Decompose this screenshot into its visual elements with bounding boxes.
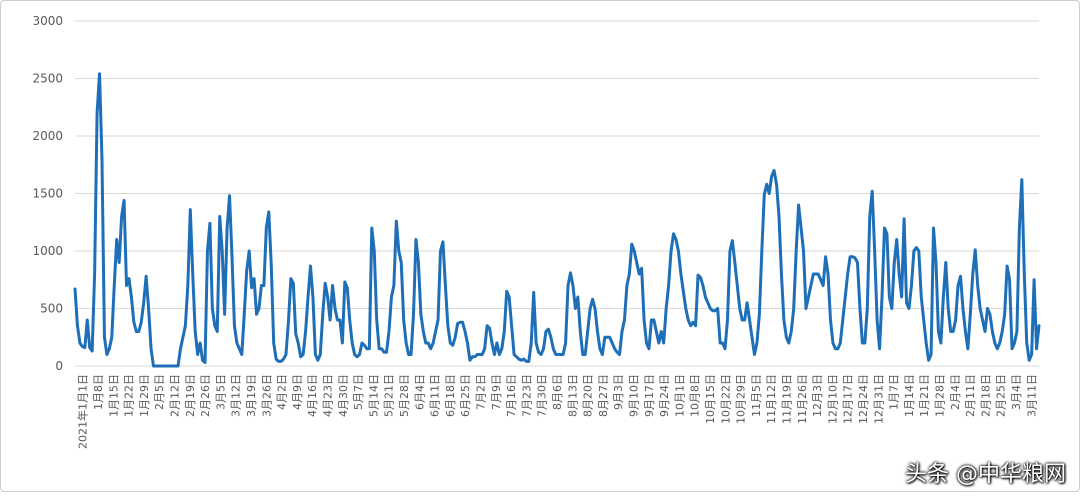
- x-tick-label: 1月21日: [918, 374, 931, 417]
- gridlines: [75, 20, 1039, 367]
- x-tick-label: 6月11日: [429, 374, 442, 417]
- x-tick-label: 9月17日: [643, 374, 656, 417]
- x-tick-label: 6月18日: [444, 374, 457, 417]
- x-tick-label: 8月13日: [566, 374, 579, 417]
- x-tick-label: 1月8日: [92, 374, 105, 410]
- x-tick-label: 1月29日: [138, 374, 151, 417]
- x-tick-label: 12月3日: [811, 374, 824, 417]
- x-tick-label: 9月24日: [658, 374, 671, 417]
- x-tick-label: 2月5日: [153, 374, 166, 410]
- x-tick-label: 9月10日: [628, 374, 641, 417]
- x-tick-label: 6月25日: [459, 374, 472, 417]
- x-tick-label: 7月9日: [490, 374, 503, 410]
- x-tick-label: 2月25日: [995, 374, 1008, 417]
- x-tick-label: 1月15日: [107, 374, 120, 417]
- x-tick-label: 4月30日: [337, 374, 350, 417]
- x-tick-label: 10月29日: [735, 374, 748, 424]
- x-tick-label: 7月23日: [520, 374, 533, 417]
- x-tick-label: 12月17日: [842, 374, 855, 424]
- x-tick-label: 4月9日: [291, 374, 304, 410]
- y-tick-label: 1500: [32, 187, 63, 201]
- x-tick-label: 3月5日: [214, 374, 227, 410]
- x-tick-label: 3月19日: [245, 374, 258, 417]
- x-tick-label: 3月12日: [230, 374, 243, 417]
- x-tick-label: 6月4日: [413, 374, 426, 410]
- x-tick-label: 4月23日: [321, 374, 334, 417]
- x-tick-label: 10月15日: [704, 374, 717, 424]
- x-tick-label: 12月10日: [826, 374, 839, 424]
- series-line: [73, 72, 1041, 368]
- x-tick-label: 4月16日: [306, 374, 319, 417]
- y-tick-label: 2500: [32, 72, 63, 86]
- x-tick-label: 1月28日: [934, 374, 947, 417]
- x-tick-label: 5月28日: [398, 374, 411, 417]
- x-tick-label: 5月14日: [367, 374, 380, 417]
- x-tick-label: 4月2日: [276, 374, 289, 410]
- x-tick-label: 11月12日: [765, 374, 778, 424]
- x-tick-label: 2021年1月1日: [76, 374, 90, 449]
- y-tick-label: 1000: [32, 244, 63, 258]
- x-tick-label: 10月8日: [689, 374, 702, 417]
- x-tick-label: 11月19日: [781, 374, 794, 424]
- x-tick-label: 5月7日: [352, 374, 365, 410]
- x-tick-label: 10月1日: [673, 374, 686, 417]
- x-tick-label: 7月2日: [474, 374, 487, 410]
- y-axis-ticks: 0 500 1000 1500 2000 2500 3000: [32, 14, 63, 373]
- x-tick-label: 10月22日: [719, 374, 732, 424]
- x-tick-label: 9月3日: [612, 374, 625, 410]
- x-tick-label: 12月24日: [857, 374, 870, 424]
- x-tick-label: 3月26日: [260, 374, 273, 417]
- x-tick-label: 8月20日: [582, 374, 595, 417]
- x-tick-label: 2月26日: [199, 374, 212, 417]
- x-tick-label: 2月18日: [979, 374, 992, 417]
- x-tick-label: 1月14日: [903, 374, 916, 417]
- x-tick-label: 3月11日: [1025, 374, 1038, 417]
- x-tick-label: 3月4日: [1010, 374, 1023, 410]
- x-tick-label: 8月6日: [551, 374, 564, 410]
- x-tick-label: 2月19日: [184, 374, 197, 417]
- x-tick-label: 11月5日: [750, 374, 763, 417]
- x-tick-label: 2月4日: [949, 374, 962, 410]
- y-tick-label: 3000: [32, 14, 63, 28]
- series-layer: [73, 72, 1041, 368]
- x-tick-label: 12月31日: [872, 374, 885, 424]
- y-tick-label: 500: [40, 302, 63, 316]
- y-tick-label: 0: [55, 359, 63, 373]
- x-tick-label: 5月21日: [383, 374, 396, 417]
- x-tick-label: 2月12日: [168, 374, 181, 417]
- x-tick-label: 1月22日: [123, 374, 136, 417]
- x-tick-label: 8月27日: [597, 374, 610, 417]
- x-tick-label: 7月16日: [505, 374, 518, 417]
- x-tick-label: 1月7日: [888, 374, 901, 410]
- x-tick-label: 7月30日: [536, 374, 549, 417]
- watermark-text: 头条 @中华粮网: [905, 462, 1066, 487]
- x-tick-label: 2月11日: [964, 374, 977, 417]
- y-tick-label: 2000: [32, 129, 63, 143]
- x-axis-ticks: 2021年1月1日 1月8日 1月15日 1月22日 1月29日 2月5日 2月12日 2月1…: [76, 374, 1039, 449]
- x-tick-label: 11月26日: [796, 374, 809, 424]
